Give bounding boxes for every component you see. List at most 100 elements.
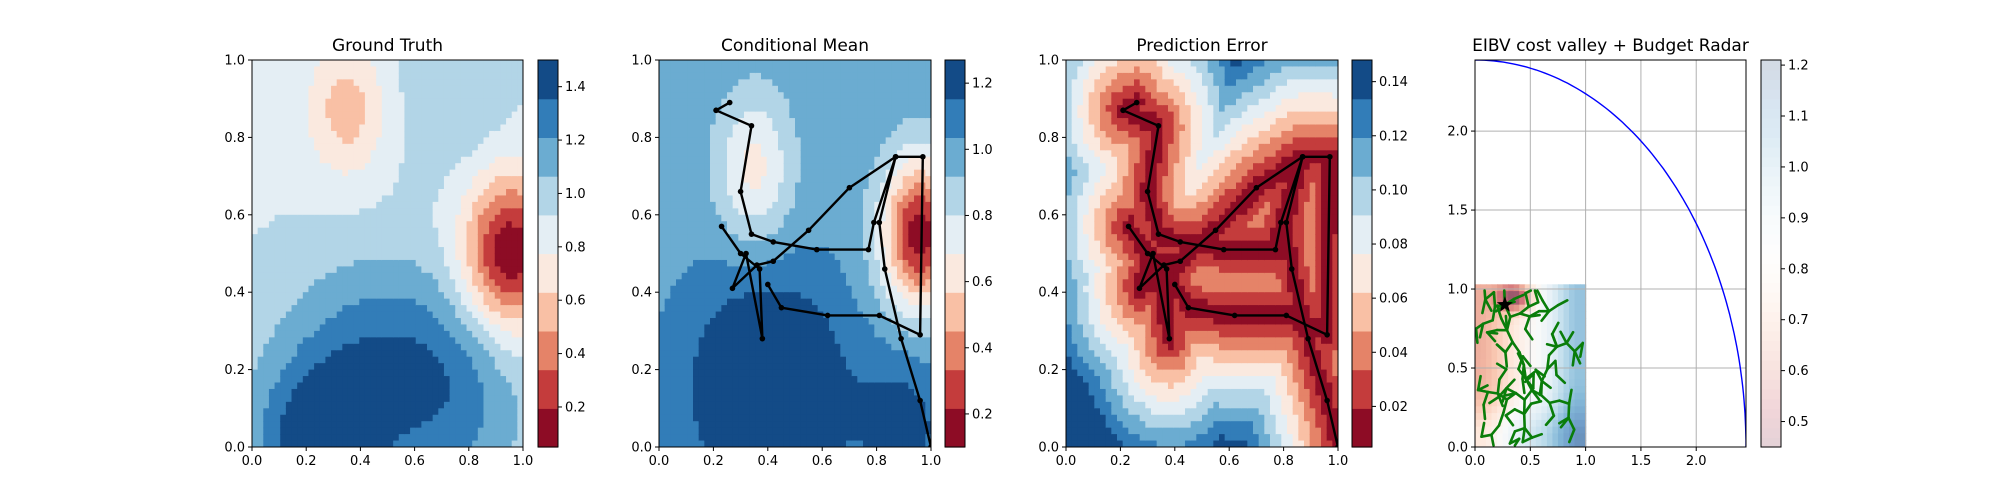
heatmap-cell	[800, 376, 807, 384]
heatmap-cell	[834, 130, 841, 138]
heatmap-cell	[738, 137, 745, 145]
heatmap-cell	[659, 266, 666, 274]
heatmap-cell	[359, 356, 366, 364]
heatmap-cell	[387, 137, 394, 145]
heatmap-cell	[466, 318, 473, 326]
heatmap-cell	[477, 66, 485, 74]
heatmap-cell	[715, 266, 722, 274]
heatmap-cell	[443, 324, 451, 332]
heatmap-cell	[297, 356, 304, 364]
heatmap-cell	[443, 208, 451, 216]
heatmap-cell	[387, 330, 394, 338]
heatmap-cell	[359, 318, 366, 326]
heatmap-cell	[778, 60, 785, 68]
heatmap-cell	[432, 60, 439, 68]
heatmap-cell	[823, 266, 830, 274]
heatmap-cell	[347, 292, 355, 300]
heatmap-cell	[500, 137, 507, 145]
heatmap-cell	[812, 266, 819, 274]
heatmap-cell	[370, 369, 377, 377]
heatmap-cell	[274, 401, 281, 409]
heatmap-cell	[766, 414, 773, 422]
heatmap-cell	[772, 330, 779, 338]
heatmap-cell	[812, 395, 819, 403]
heatmap-cell	[268, 382, 276, 390]
heatmap-cell	[789, 285, 796, 293]
heatmap-cell	[376, 388, 383, 396]
heatmap-cell	[778, 401, 785, 409]
heatmap-cell	[387, 337, 394, 345]
heatmap-cell	[353, 201, 360, 209]
heatmap-cell	[749, 401, 756, 409]
heatmap-cell	[483, 298, 490, 306]
heatmap-cell	[851, 66, 858, 74]
heatmap-cell	[500, 343, 507, 351]
heatmap-cell	[489, 408, 496, 416]
heatmap-cell	[432, 234, 439, 242]
heatmap-cell	[449, 324, 456, 332]
heatmap-cell	[749, 201, 756, 209]
heatmap-cell	[721, 195, 728, 203]
heatmap-cell	[257, 363, 264, 371]
heatmap-cell	[331, 421, 338, 429]
heatmap-cell	[489, 227, 496, 235]
heatmap-cell	[268, 247, 276, 255]
heatmap-cell	[829, 292, 836, 300]
heatmap-cell	[331, 143, 338, 151]
heatmap-cell	[687, 421, 694, 429]
heatmap-cell	[744, 337, 751, 345]
heatmap-cell	[715, 85, 722, 93]
heatmap-cell	[812, 311, 819, 319]
heatmap-cell	[744, 382, 751, 390]
heatmap-cell	[257, 318, 264, 326]
heatmap-cell	[834, 421, 841, 429]
heatmap-cell	[291, 414, 298, 422]
heatmap-cell	[494, 111, 502, 119]
heatmap-cell	[381, 421, 389, 429]
heatmap-cell	[285, 98, 293, 106]
heatmap-cell	[800, 227, 807, 235]
heatmap-cell	[715, 169, 722, 177]
heatmap-cell	[840, 337, 847, 345]
heatmap-cell	[766, 363, 773, 371]
heatmap-cell	[681, 298, 688, 306]
heatmap-cell	[778, 234, 785, 242]
heatmap-cell	[410, 176, 417, 184]
heatmap-cell	[710, 369, 717, 377]
heatmap-cell	[834, 356, 841, 364]
heatmap-cell	[263, 182, 270, 190]
heatmap-cell	[410, 118, 417, 126]
heatmap-cell	[410, 356, 417, 364]
heatmap-cell	[410, 195, 417, 203]
heatmap-cell	[252, 266, 259, 274]
heatmap-cell	[659, 118, 666, 126]
heatmap-cell	[421, 330, 428, 338]
heatmap-cell	[421, 60, 428, 68]
heatmap-cell	[353, 189, 360, 197]
heatmap-cell	[297, 156, 304, 164]
heatmap-cell	[670, 285, 677, 293]
heatmap-cell	[347, 150, 355, 158]
heatmap-cell	[381, 337, 389, 345]
heatmap-cell	[274, 240, 281, 248]
heatmap-cell	[664, 227, 671, 235]
heatmap-cell	[749, 221, 756, 229]
heatmap-cell	[489, 318, 496, 326]
heatmap-cell	[364, 427, 372, 435]
heatmap-cell	[415, 259, 422, 267]
heatmap-cell	[823, 98, 830, 106]
heatmap-cell	[761, 414, 768, 422]
heatmap-cell	[297, 85, 304, 93]
heatmap-cell	[823, 421, 830, 429]
heatmap-cell	[449, 298, 456, 306]
heatmap-cell	[347, 85, 355, 93]
heatmap-cell	[732, 266, 739, 274]
heatmap-cell	[404, 337, 411, 345]
heatmap-cell	[274, 72, 281, 80]
heatmap-cell	[427, 130, 434, 138]
heatmap-cell	[846, 137, 853, 145]
heatmap-cell	[772, 169, 779, 177]
heatmap-cell	[687, 66, 694, 74]
heatmap-cell	[489, 330, 496, 338]
heatmap-cell	[443, 214, 451, 222]
